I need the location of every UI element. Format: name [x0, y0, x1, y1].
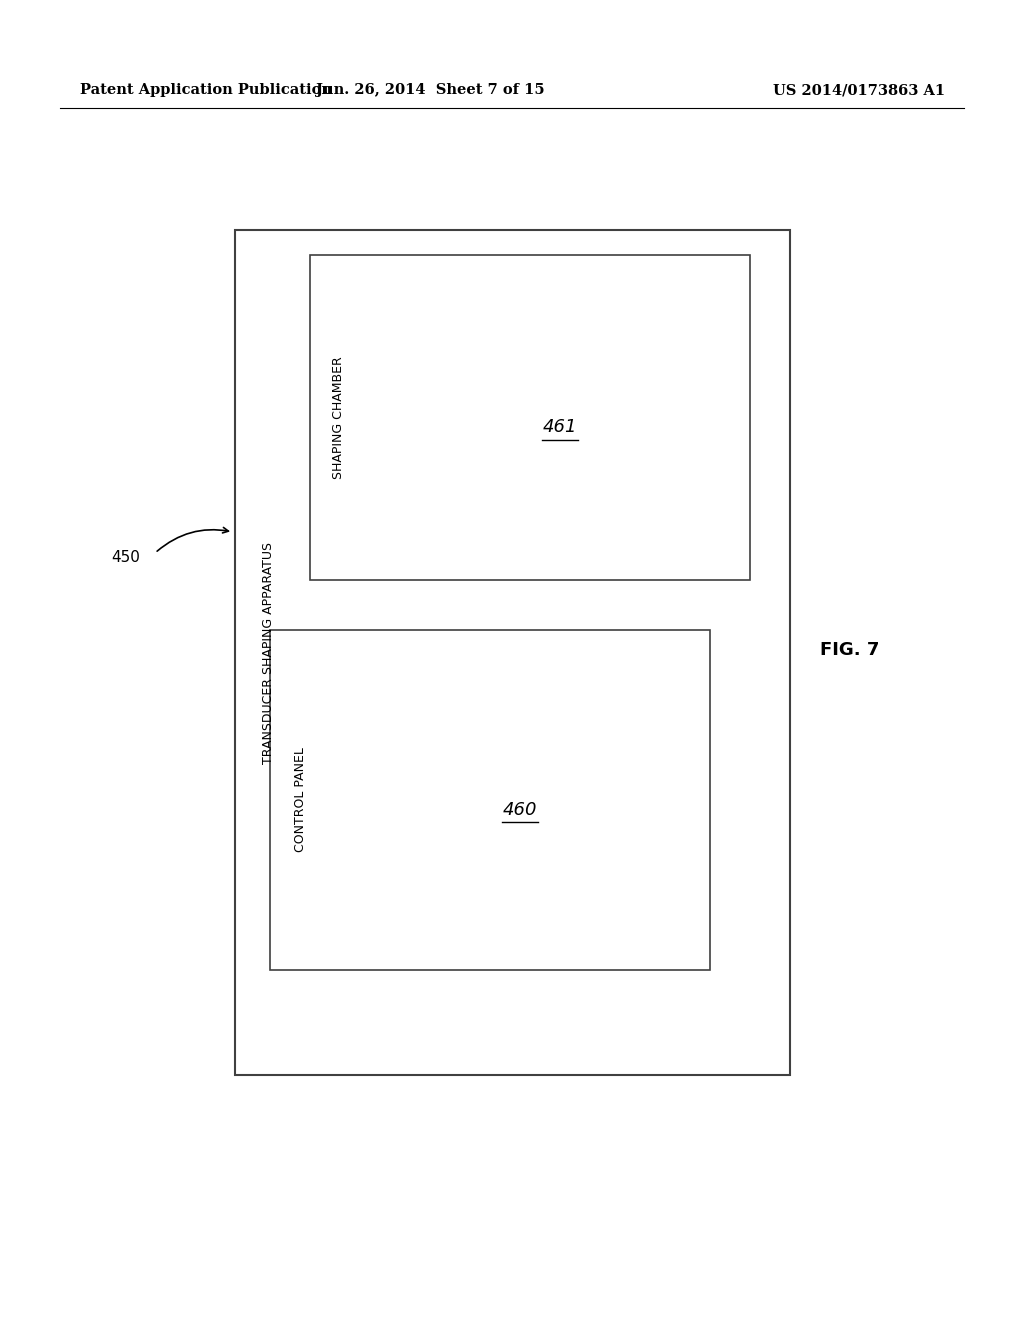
Text: US 2014/0173863 A1: US 2014/0173863 A1: [773, 83, 945, 96]
Text: SHAPING CHAMBER: SHAPING CHAMBER: [332, 356, 344, 479]
Text: Jun. 26, 2014  Sheet 7 of 15: Jun. 26, 2014 Sheet 7 of 15: [315, 83, 545, 96]
Text: 460: 460: [503, 801, 538, 818]
Text: 461: 461: [543, 418, 578, 437]
Text: Patent Application Publication: Patent Application Publication: [80, 83, 332, 96]
Text: FIG. 7: FIG. 7: [820, 642, 880, 659]
Bar: [270, 630, 710, 970]
Text: CONTROL PANEL: CONTROL PANEL: [294, 747, 306, 853]
Bar: [234, 230, 790, 1074]
Text: TRANSDUCER SHAPING APPARATUS: TRANSDUCER SHAPING APPARATUS: [261, 541, 274, 763]
Bar: [310, 255, 750, 579]
Text: 450: 450: [112, 550, 140, 565]
